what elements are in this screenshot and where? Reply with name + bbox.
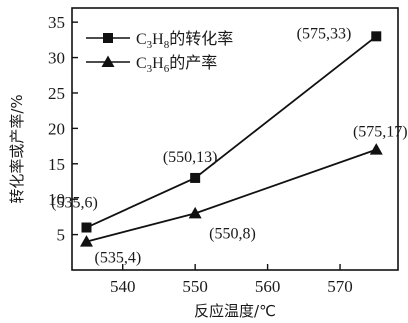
x-tick-label: 560 bbox=[255, 277, 281, 296]
data-label: (575,17) bbox=[353, 124, 408, 141]
y-tick-label: 15 bbox=[48, 155, 65, 174]
square-marker bbox=[371, 31, 382, 42]
triangle-marker bbox=[369, 143, 383, 155]
data-label: (550,13) bbox=[163, 149, 218, 166]
series-line-1 bbox=[86, 35, 377, 229]
x-tick-label: 570 bbox=[327, 277, 353, 296]
y-axis-ticks: 5 10 15 20 25 30 35 bbox=[48, 13, 78, 245]
plot-frame bbox=[71, 7, 399, 271]
square-marker bbox=[190, 172, 201, 183]
series-layer bbox=[79, 31, 383, 247]
triangle-marker bbox=[101, 55, 115, 67]
triangle-marker bbox=[79, 235, 93, 247]
y-tick-label: 30 bbox=[48, 49, 65, 68]
y-tick-label: 10 bbox=[48, 190, 65, 209]
data-labels: (535,6) (550,13) (575,33) (535,4) (550,8) (57… bbox=[51, 25, 407, 266]
legend-label: C3H6的产率 bbox=[136, 54, 217, 75]
plot-border bbox=[71, 7, 399, 271]
data-label: (550,8) bbox=[209, 225, 256, 242]
x-tick-label: 540 bbox=[110, 277, 136, 296]
y-tick-label: 35 bbox=[48, 13, 65, 32]
legend: C3H8的转化率 C3H6的产率 bbox=[86, 30, 233, 75]
y-tick-label: 5 bbox=[57, 226, 66, 245]
legend-label: C3H8的转化率 bbox=[136, 30, 233, 51]
y-axis-title: 转化率或产率/% bbox=[8, 94, 26, 203]
triangle-marker bbox=[188, 206, 202, 219]
y-tick-label: 25 bbox=[48, 84, 65, 103]
square-marker bbox=[103, 33, 113, 43]
data-label: (535,4) bbox=[94, 250, 141, 267]
y-tick-label: 20 bbox=[48, 119, 65, 138]
data-label: (535,6) bbox=[51, 195, 98, 212]
x-axis-ticks: 540 550 560 570 bbox=[110, 264, 353, 296]
x-tick-label: 550 bbox=[182, 277, 208, 296]
x-axis-title: 反应温度/℃ bbox=[194, 302, 276, 320]
data-label: (575,33) bbox=[297, 25, 352, 42]
square-marker bbox=[81, 222, 92, 233]
